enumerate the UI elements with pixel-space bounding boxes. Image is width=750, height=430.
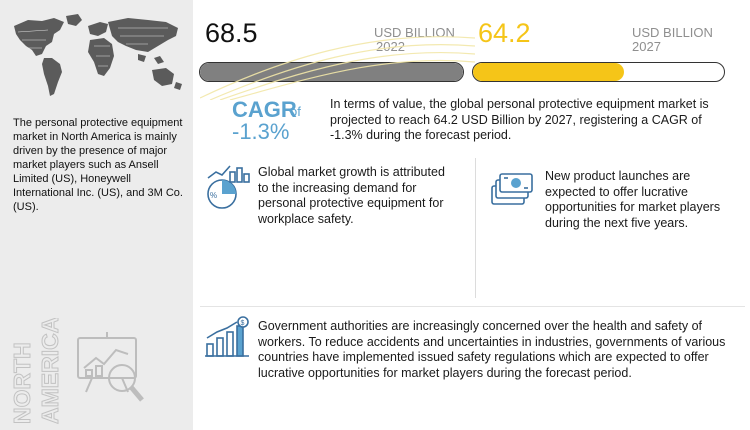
market-summary: In terms of value, the global personal p…	[330, 97, 709, 142]
cagr-of: of	[290, 104, 301, 119]
start-unit-label: USD BILLION	[374, 25, 455, 40]
svg-text:$: $	[241, 320, 245, 327]
region-sidebar: The personal protective equipment market…	[0, 0, 193, 430]
end-year: 2027	[632, 39, 661, 54]
start-value: 68.5	[205, 18, 258, 48]
card-product-launch-text: New product launches are expected to off…	[545, 169, 721, 230]
analytics-magnifier-icon	[77, 332, 144, 402]
bar-chart-dollar-icon: $	[205, 316, 249, 357]
cagr-label: CAGR	[232, 97, 297, 122]
card-market-growth-text: Global market growth is attributed to th…	[258, 165, 445, 226]
card-divider	[475, 158, 476, 298]
region-line-north: NORTH	[9, 342, 35, 424]
start-year: 2022	[376, 39, 405, 54]
start-value-bar	[199, 62, 464, 82]
end-value-bar-fill	[473, 63, 624, 81]
region-line-america: AMERICA	[37, 318, 63, 424]
decorative-swoosh	[200, 36, 475, 100]
world-map-icon	[14, 14, 182, 96]
money-stack-icon	[491, 173, 533, 205]
region-description: The personal protective equipment market…	[13, 117, 183, 213]
growth-pie-chart-icon: %	[207, 165, 250, 209]
end-unit: USD BILLION 2027	[632, 26, 713, 54]
end-value-bar	[472, 62, 725, 82]
start-value-bar-fill	[200, 63, 463, 81]
section-divider	[200, 306, 745, 307]
start-unit: USD BILLION 2022	[374, 26, 455, 54]
svg-text:%: %	[210, 191, 217, 200]
region-label-vertical: NORTH AMERICA	[9, 318, 64, 425]
cagr-value: -1.3%	[232, 119, 290, 144]
end-unit-label: USD BILLION	[632, 25, 713, 40]
end-value: 64.2	[478, 18, 531, 48]
card-government-text: Government authorities are increasingly …	[258, 319, 726, 380]
